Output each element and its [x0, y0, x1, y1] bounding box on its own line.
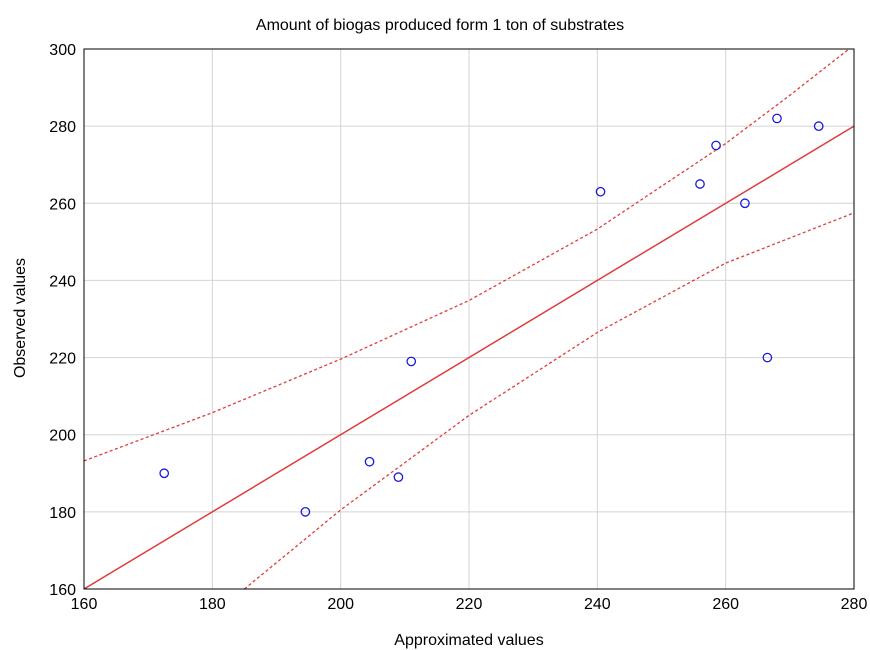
x-axis-title: Approximated values — [394, 632, 543, 649]
data-point — [595, 186, 606, 197]
plot-frame — [83, 48, 855, 590]
y-tick-label: 200 — [49, 428, 76, 445]
confidence-upper-line — [84, 49, 851, 462]
y-axis-ticks: 160 180 200 220 240 260 280 300 — [49, 42, 76, 599]
data-point — [300, 507, 311, 517]
x-tick-label: 260 — [712, 596, 739, 613]
data-point — [393, 472, 404, 482]
plot-area — [84, 49, 854, 589]
x-axis-ticks: 160 180 200 220 240 260 280 — [71, 596, 868, 613]
y-tick-label: 280 — [49, 119, 76, 136]
y-tick-label: 220 — [49, 351, 76, 368]
y-tick-label: 260 — [49, 196, 76, 213]
x-tick-label: 180 — [199, 596, 226, 613]
data-point — [711, 140, 721, 151]
chart-title: Amount of biogas produced form 1 ton of … — [256, 17, 624, 34]
regression-line — [84, 125, 854, 589]
y-tick-label: 300 — [49, 42, 76, 59]
y-tick-label: 240 — [49, 273, 76, 290]
confidence-lower-line — [243, 212, 854, 589]
data-point — [406, 356, 417, 367]
data-point — [695, 179, 705, 189]
x-tick-label: 220 — [456, 596, 483, 613]
y-tick-label: 160 — [49, 582, 76, 599]
data-point — [364, 456, 375, 467]
data-point — [740, 198, 750, 209]
y-tick-label: 180 — [49, 505, 76, 522]
x-tick-label: 280 — [841, 596, 868, 613]
x-tick-label: 200 — [327, 596, 354, 613]
data-point — [772, 113, 782, 124]
x-tick-label: 240 — [584, 596, 611, 613]
data-point — [159, 468, 170, 479]
data-point — [762, 352, 773, 363]
data-point — [813, 121, 824, 131]
x-tick-label: 160 — [71, 596, 98, 613]
y-axis-title: Observed values — [12, 258, 29, 378]
